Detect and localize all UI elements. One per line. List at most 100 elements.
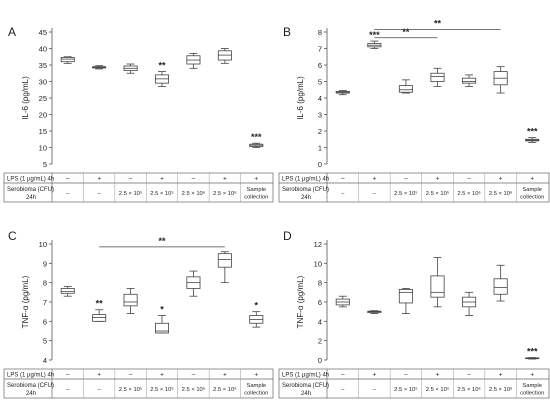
panel-d-box [398, 289, 413, 304]
panel-c-significance: ** [96, 299, 104, 309]
panel-b-sample-cell: collection [520, 195, 544, 201]
panel-b-lps-cell: + [530, 176, 534, 183]
panel-d-lps-cell: – [404, 372, 408, 379]
panel-a-lps-cell: + [160, 176, 164, 183]
panel-b-lps-cell: – [341, 176, 345, 183]
panel-d-lps-cell: – [467, 372, 471, 379]
panel-c-y-tick-label: 8 [43, 279, 47, 288]
panel-d-letter: D [283, 229, 292, 243]
panel-a-y-tick-label: 30 [39, 78, 47, 87]
panel-d-serobioma-cell: 2.5 × 10⁵ [394, 386, 418, 393]
panel-c-y-tick-label: 9 [43, 259, 47, 268]
panel-c-box [92, 314, 107, 322]
panel-d-treatment-table [278, 368, 550, 399]
panel-a-y-label: IL-6 (pg/mL) [21, 76, 30, 120]
panel-c-treatment-table [3, 368, 274, 399]
panel-b-box [430, 72, 445, 82]
panel-b-y-tick-label: 5 [318, 78, 322, 87]
panel-d-box [430, 275, 445, 298]
panel-c-serobioma-cell: 2.5 × 10⁵ [119, 386, 143, 393]
panel-a-y-tick-label: 35 [39, 61, 47, 70]
panel-a-y-tick-label: 15 [39, 127, 47, 136]
panel-b-y-tick-label: 3 [318, 111, 322, 120]
panel-a-y-tick-label: 20 [39, 111, 47, 120]
panel-d-sample-cell: collection [520, 391, 544, 397]
panel-d-sample-cell: Sample [522, 383, 542, 389]
panel-d-lps-label: LPS (1 µg/mL) 4h [282, 373, 329, 379]
panel-b-significance: *** [527, 127, 538, 137]
panel-a-y-tick-label: 45 [39, 28, 47, 37]
panel-c-lps-cell: – [192, 372, 196, 379]
panel-b-lps-cell: + [372, 176, 376, 183]
panel-a-y-tick-label: 10 [39, 144, 47, 153]
panel-b-box [398, 85, 413, 93]
panel-b-bracket-label: ** [434, 19, 442, 29]
panel-c-serobioma-cell: 2.5 × 10⁶ [182, 386, 206, 393]
panel-c-box [60, 288, 75, 294]
panel-a-serobioma-time-label: 24h [26, 195, 36, 201]
panel-c-box [123, 293, 138, 307]
panel-c-box [154, 322, 169, 334]
panel-d-y-tick-label: 4 [318, 317, 322, 326]
panel-a-box [60, 57, 75, 63]
panel-d-serobioma-cell: – [341, 387, 345, 393]
panel-a-serobioma-cell: – [98, 191, 102, 197]
panel-a-treatment-table [3, 172, 274, 203]
panel-b-lps-cell: – [467, 176, 471, 183]
panel-b-treatment-table [278, 172, 550, 203]
panel-c-lps-cell: + [254, 372, 258, 379]
panel-d-serobioma-cell: 2.5 × 10⁵ [426, 386, 450, 393]
panel-b-y-label: IL-6 (pg/mL) [296, 76, 305, 120]
panel-b-lps-cell: + [436, 176, 440, 183]
panel-a-y-tick-label: 40 [39, 45, 47, 54]
panel-b-significance: *** [369, 30, 380, 40]
panel-b-serobioma-cell: – [341, 191, 345, 197]
panel-a-y-tick-label: 5 [43, 160, 47, 169]
panel-b-serobioma-cell: 2.5 × 10⁵ [426, 190, 450, 197]
panel-b-serobioma-cell: 2.5 × 10⁵ [394, 190, 418, 197]
panel-d-box [493, 278, 508, 295]
panel-b-serobioma-cell: 2.5 × 10⁶ [489, 190, 513, 197]
panel-c-bracket-label: ** [158, 236, 166, 246]
panel-d-lps-cell: + [436, 372, 440, 379]
panel-c-y-tick-label: 10 [39, 240, 47, 249]
panel-b-y-tick-label: 8 [318, 28, 322, 37]
panel-a-serobioma-label: Serobioma (CFU) [7, 187, 54, 193]
panel-d-significance: *** [527, 347, 538, 357]
panel-c-serobioma-time-label: 24h [26, 391, 36, 397]
panel-a-serobioma-cell: – [66, 191, 70, 197]
panel-a-lps-cell: + [254, 176, 258, 183]
panel-a-y-tick-label: 25 [39, 94, 47, 103]
panel-a-letter: A [8, 25, 16, 39]
panel-b-letter: B [283, 25, 291, 39]
panel-b-lps-cell: – [404, 176, 408, 183]
panel-b-y-tick-label: 7 [318, 45, 322, 54]
panel-b-serobioma-label: Serobioma (CFU) [282, 187, 329, 193]
panel-c-box [217, 253, 232, 268]
panel-b-serobioma-time-label: 24h [301, 195, 311, 201]
panel-a-lps-cell: + [97, 176, 101, 183]
panel-a-significance: ** [158, 61, 166, 71]
panel-a-lps-cell: – [192, 176, 196, 183]
panel-a-serobioma-cell: 2.5 × 10⁶ [182, 190, 206, 197]
panel-a-serobioma-cell: 2.5 × 10⁵ [119, 190, 143, 197]
panel-c-lps-cell: – [66, 372, 70, 379]
panel-c-significance: * [160, 305, 164, 315]
panel-b-y-tick-label: 1 [318, 144, 322, 153]
panel-a-serobioma-cell: 2.5 × 10⁶ [213, 190, 237, 197]
panel-a-sample-cell: collection [244, 195, 268, 201]
panel-c-serobioma-cell: – [66, 387, 70, 393]
panel-c-serobioma-label: Serobioma (CFU) [7, 383, 54, 389]
panel-d-lps-cell: + [530, 372, 534, 379]
panel-d-y-tick-label: 0 [318, 356, 322, 365]
panel-c-sample-cell: collection [244, 391, 268, 397]
panel-b-serobioma-cell: 2.5 × 10⁶ [457, 190, 481, 197]
panel-c-lps-cell: + [97, 372, 101, 379]
panel-c-sample-cell: Sample [246, 383, 266, 389]
panel-c-lps-label: LPS (1 µg/mL) 4h [7, 373, 54, 379]
panel-d-y-tick-label: 6 [318, 298, 322, 307]
panel-b-lps-cell: + [499, 176, 503, 183]
panel-c-serobioma-cell: 2.5 × 10⁶ [213, 386, 237, 393]
panel-d-y-tick-label: 10 [314, 259, 322, 268]
panel-c-y-tick-label: 6 [43, 317, 47, 326]
